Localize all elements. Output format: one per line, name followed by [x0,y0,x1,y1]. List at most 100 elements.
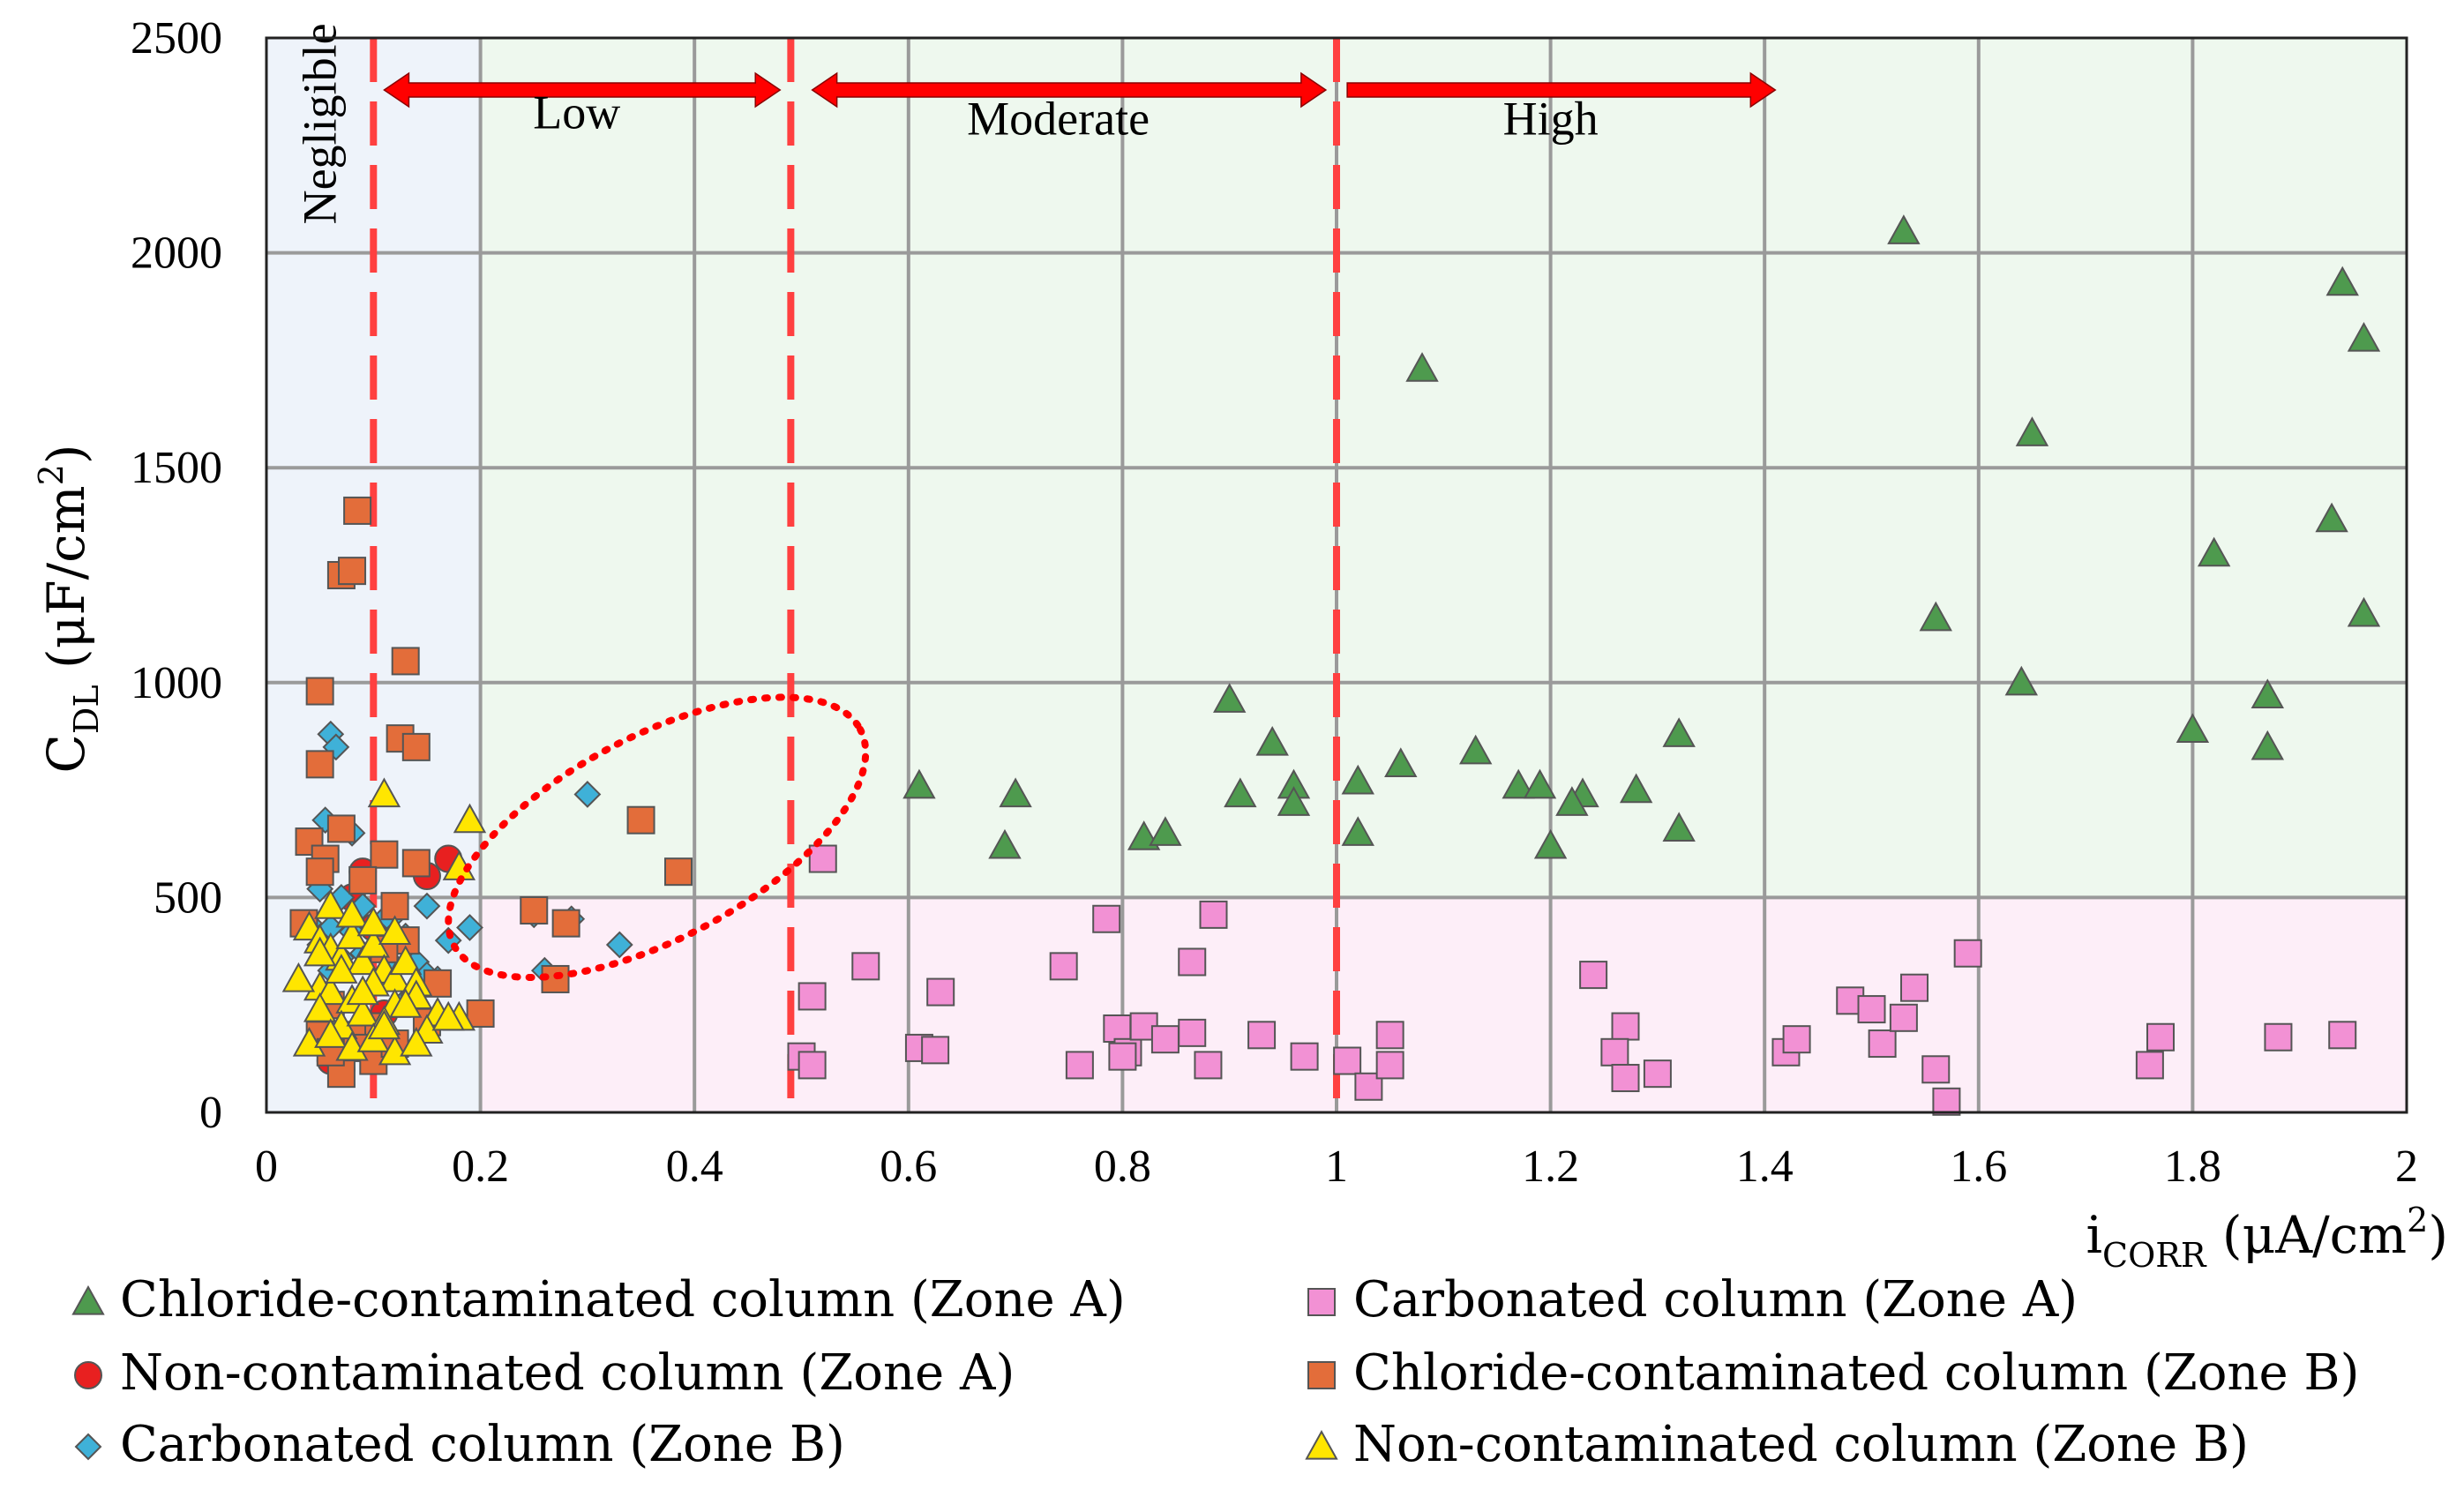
point-chloride-contaminated-column-zone-a [1533,828,1568,859]
point-carbonated-column-zone-a [1247,1021,1277,1050]
point-chloride-contaminated-column-zone-a [1502,768,1535,799]
point-carbonated-column-zone-a [808,844,837,873]
zone-arrow-low [383,71,782,109]
x-axis-ticks: 0 0.2 0.4 0.6 0.8 1 1.2 1.4 1.6 1.8 2 [255,1141,2418,1192]
point-non-contaminated-column-zone-b [453,803,487,834]
point-chloride-contaminated-column-zone-a [1458,734,1493,765]
point-chloride-contaminated-column-zone-b [391,647,420,676]
point-carbonated-column-zone-a [1921,1055,1951,1084]
legend-label: Carbonated column (Zone B) [120,1416,845,1473]
legend-marker-chloride-contaminated-column-zone-b [1307,1361,1336,1389]
series-carbonated-column-zone-a [787,844,2357,1116]
point-chloride-contaminated-column-zone-b [305,750,334,779]
x-tick-label: 0.2 [452,1141,509,1192]
x-axis-label: iCORR (μA/cm2) [2086,1201,2448,1275]
point-chloride-contaminated-column-zone-b [551,909,580,938]
point-chloride-contaminated-column-zone-a [1277,786,1311,816]
point-chloride-contaminated-column-zone-a [1405,352,1439,382]
point-chloride-contaminated-column-zone-b [520,896,549,925]
legend-label: Non-contaminated column (Zone A) [120,1344,1015,1402]
point-chloride-contaminated-column-zone-a [2315,502,2348,533]
point-carbonated-column-zone-a [1643,1059,1672,1089]
point-chloride-contaminated-column-zone-a [1149,816,1182,846]
y-tick-label: 1500 [131,443,222,493]
point-non-contaminated-column-zone-b [367,1009,401,1040]
point-non-contaminated-column-zone-b [346,945,379,976]
point-carbonated-column-zone-a [1108,1042,1137,1071]
point-chloride-contaminated-column-zone-b [326,814,356,843]
point-chloride-contaminated-column-zone-a [1887,214,1921,244]
point-chloride-contaminated-column-zone-b [348,865,378,894]
x-tick-label: 0 [255,1141,278,1192]
y-tick-label: 2000 [131,228,222,279]
point-carbonated-column-zone-a [2135,1051,2164,1080]
point-chloride-contaminated-column-zone-a [1384,747,1418,777]
point-non-contaminated-column-zone-b [314,1018,348,1048]
point-carbonated-column-zone-a [921,1036,950,1065]
legend-item-non-contaminated-column-zone-a: Non-contaminated column (Zone A) [74,1344,1015,1402]
point-chloride-contaminated-column-zone-a [902,768,936,799]
point-carbonated-column-zone-a [1150,1025,1180,1054]
y-axis-ticks: 0 500 1000 1500 2000 2500 [131,13,222,1138]
legend-item-chloride-contaminated-column-zone-b: Chloride-contaminated column (Zone B) [1307,1344,2359,1402]
highlight-ellipse [445,693,870,981]
point-carbonated-column-zone-a [1953,939,1982,968]
x-tick-label: 1.6 [1950,1141,2007,1192]
zone-label-negligible: Negligible [294,23,347,224]
zone-label-high: High [1503,93,1599,146]
x-tick-label: 0.8 [1094,1141,1151,1192]
point-carbonated-column-zone-a [1375,1051,1404,1080]
point-carbonated-column-zone-a [1611,1012,1640,1041]
point-non-contaminated-column-zone-b [335,1030,369,1061]
x-tick-label: 2 [2395,1141,2418,1192]
point-chloride-contaminated-column-zone-b [343,496,372,525]
point-non-contaminated-column-zone-b [292,1026,326,1057]
point-chloride-contaminated-column-zone-a [2325,266,2359,296]
point-chloride-contaminated-column-zone-b [664,857,693,887]
zone-arrows [383,71,1777,109]
point-non-contaminated-column-zone-b [356,906,390,937]
point-chloride-contaminated-column-zone-a [2004,665,2039,696]
series-non-contaminated-column-zone-b [281,777,487,1066]
point-non-contaminated-column-zone-b [367,777,401,808]
point-chloride-contaminated-column-zone-a [2176,713,2210,743]
y-tick-label: 1000 [131,658,222,708]
x-tick-label: 1.2 [1522,1141,1579,1192]
point-carbonated-column-zone-a [1900,973,1929,1002]
point-chloride-contaminated-column-zone-b [305,857,334,887]
point-carbonated-column-zone-a [1579,961,1608,990]
point-carbonated-column-zone-a [1857,995,1886,1024]
point-carbonated-column-zone-a [1868,1029,1897,1059]
point-non-contaminated-column-zone-b [314,889,348,919]
zone-labels: Negligible Low Moderate High [294,23,1599,224]
point-chloride-contaminated-column-zone-b [370,840,399,869]
point-chloride-contaminated-column-zone-a [1662,812,1696,842]
point-chloride-contaminated-column-zone-a [2347,596,2381,627]
zone-label-low: Low [533,86,620,138]
point-non-contaminated-column-zone-b [388,988,423,1018]
legend-label: Chloride-contaminated column (Zone A) [120,1271,1126,1329]
point-non-contaminated-column-zone-b [378,915,412,945]
point-chloride-contaminated-column-zone-a [1523,768,1557,799]
legend-label: Non-contaminated column (Zone B) [1353,1416,2249,1473]
legend-marker-non-contaminated-column-zone-a [74,1361,102,1389]
zone-label-moderate: Moderate [967,93,1150,146]
point-chloride-contaminated-column-zone-a [1619,773,1653,804]
legend-marker-carbonated-column-zone-a [1307,1288,1336,1316]
point-chloride-contaminated-column-zone-a [2251,678,2285,709]
point-carbonated-column-zone-a [851,952,880,981]
zone-arrow-moderate [811,71,1328,109]
point-chloride-contaminated-column-zone-a [2197,536,2231,567]
point-non-contaminated-column-zone-b [281,962,316,992]
point-non-contaminated-column-zone-b [346,975,379,1006]
point-carbonated-column-zone-a [1611,1064,1640,1093]
point-chloride-contaminated-column-zone-a [1224,777,1257,808]
point-carbonated-column-zone-b [434,926,462,954]
legend-marker-carbonated-column-zone-b [74,1433,102,1461]
legend-item-non-contaminated-column-zone-b: Non-contaminated column (Zone B) [1305,1416,2249,1473]
legend-marker-chloride-contaminated-column-zone-a [71,1284,105,1315]
point-carbonated-column-zone-a [1375,1021,1404,1050]
point-carbonated-column-zone-a [1782,1025,1811,1054]
point-non-contaminated-column-zone-b [378,1035,412,1066]
